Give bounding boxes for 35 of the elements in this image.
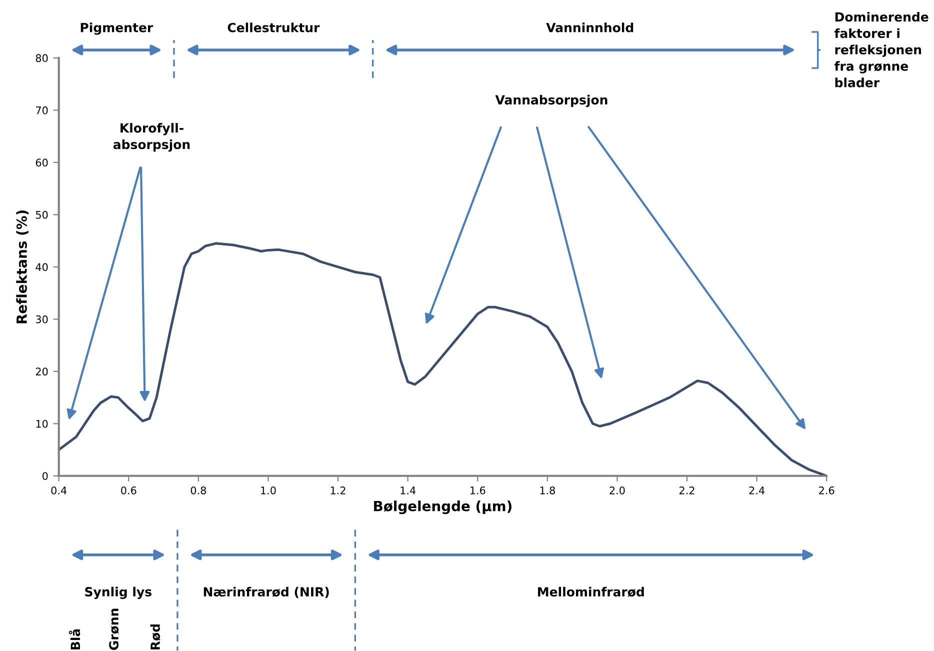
y-tick-label: 20 bbox=[36, 368, 48, 376]
x-tick-label: 2.6 bbox=[819, 486, 834, 494]
text: Blå bbox=[68, 629, 80, 650]
y-tick-label: 0 bbox=[42, 472, 48, 480]
x-tick-label: 1.4 bbox=[400, 486, 416, 494]
text: Vanninnhold bbox=[546, 22, 634, 32]
text: Synlig lys bbox=[85, 586, 152, 599]
x-axis-title: Bølgelengde (µm) bbox=[374, 500, 512, 514]
x-tick-label: 2.2 bbox=[679, 486, 694, 494]
x-tick-label: 2.4 bbox=[749, 486, 764, 494]
text: Nærinfrarød (NIR) bbox=[204, 586, 329, 598]
x-tick-label: 1.6 bbox=[470, 486, 486, 494]
x-tick-label: 1.2 bbox=[330, 486, 346, 494]
x-tick-label: 0.8 bbox=[190, 486, 206, 494]
text: Pigmenter bbox=[80, 22, 154, 35]
x-tick-label: 1.8 bbox=[540, 486, 555, 494]
y-tick-label: 70 bbox=[36, 106, 48, 114]
y-tick-label: 40 bbox=[36, 263, 48, 272]
text: Rød bbox=[150, 624, 160, 650]
x-tick-label: 2.0 bbox=[610, 486, 625, 494]
x-tick-label: 0.6 bbox=[121, 486, 136, 494]
x-tick-label: 0.4 bbox=[51, 486, 67, 494]
y-axis-title: Reflektans (%) bbox=[16, 210, 29, 324]
y-tick-label: 30 bbox=[36, 315, 48, 324]
y-tick-label: 80 bbox=[36, 54, 48, 62]
annotation: Klorofyll- absorpsjon bbox=[113, 123, 190, 152]
y-tick-label: 60 bbox=[36, 158, 48, 167]
text: Dominerende faktorer i refleksjonen fra grønne blader bbox=[834, 12, 928, 88]
x-tick-label: 1.0 bbox=[261, 486, 276, 494]
text: Cellestruktur bbox=[228, 22, 320, 32]
annotation: Vannabsorpsjon bbox=[495, 94, 608, 108]
y-tick-label: 50 bbox=[36, 210, 48, 219]
y-tick-label: 10 bbox=[36, 420, 48, 428]
text: Mellominfrarød bbox=[538, 586, 644, 597]
text: Grønn bbox=[109, 608, 119, 650]
